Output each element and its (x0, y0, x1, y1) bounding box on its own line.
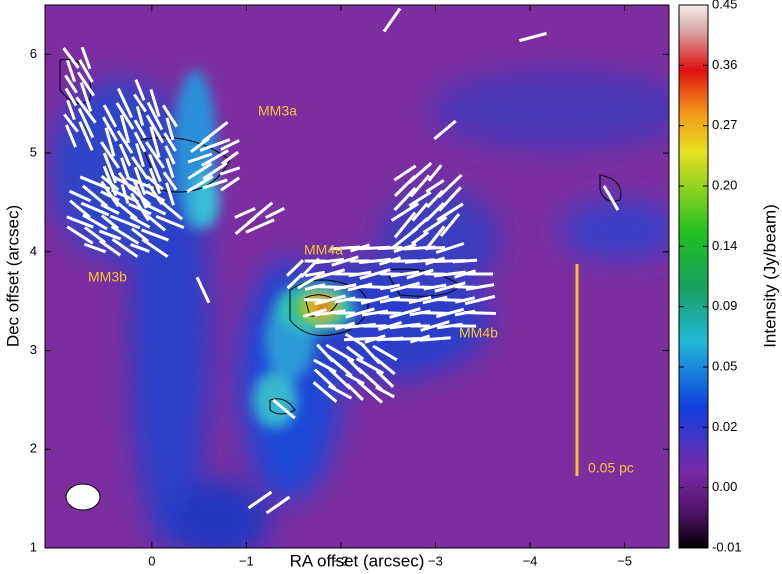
x-tick-label: −1 (239, 553, 254, 568)
x-tick-label: −3 (428, 553, 443, 568)
y-tick-label: 2 (30, 441, 37, 456)
annotation: MM4b (459, 325, 498, 341)
vector (378, 247, 402, 248)
y-tick-label: 3 (30, 342, 37, 357)
colorbar-tick-label: 0.02 (712, 419, 737, 434)
y-axis-label: Dec offset (arcsec) (3, 205, 22, 347)
annotation: MM4a (304, 242, 343, 258)
colorbar-tick-label: 0.27 (712, 117, 737, 132)
colorbar (679, 5, 708, 548)
annotation: MM3a (258, 103, 297, 119)
beam (66, 484, 100, 510)
annotation: MM3b (88, 269, 127, 285)
y-tick-label: 4 (30, 243, 37, 258)
x-tick-label: −5 (617, 553, 632, 568)
colorbar-label: Intensity (Jy/beam) (760, 204, 779, 348)
colorbar-tick-label: 0.05 (712, 358, 737, 373)
y-tick-label: 1 (30, 539, 37, 554)
x-tick-label: −4 (523, 553, 538, 568)
annotation: 0.05 pc (588, 460, 634, 476)
figure: MM3a MM3b MM4a MM4b 0.05 pc RA offset (a… (0, 0, 782, 574)
colorbar-tick-label: 0.36 (712, 57, 737, 72)
colorbar-tick-label: -0.01 (712, 539, 742, 554)
colorbar-tick-label: 0.14 (712, 238, 737, 253)
vector (464, 313, 496, 314)
colorbar-tick-label: 0.09 (712, 298, 737, 313)
colorbar-tick-label: 0.45 (712, 0, 737, 11)
vector (453, 260, 477, 262)
x-axis-label: RA offset (arcsec) (290, 551, 425, 570)
colorbar-tick-label: 0.00 (712, 479, 737, 494)
intensity-map (45, 5, 690, 560)
y-tick-label: 5 (30, 145, 37, 160)
x-tick-label: −2 (334, 553, 349, 568)
colorbar-tick-label: 0.20 (712, 177, 737, 192)
vector (304, 300, 326, 301)
y-tick-label: 6 (30, 46, 37, 61)
x-tick-label: 0 (148, 553, 155, 568)
